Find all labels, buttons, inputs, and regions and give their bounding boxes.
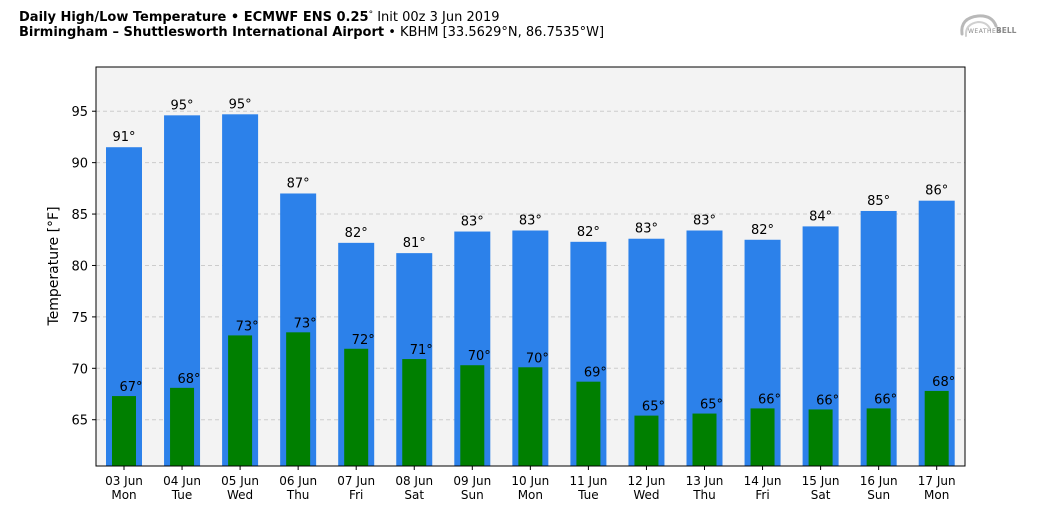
x-tick-label-date: 13 Jun bbox=[686, 474, 724, 488]
low-temp-bar bbox=[170, 387, 195, 466]
x-tick-label-weekday: Wed bbox=[227, 488, 253, 502]
y-tick-label: 85 bbox=[71, 208, 88, 223]
high-temp-label: 83° bbox=[693, 214, 716, 229]
low-temp-bar bbox=[692, 413, 717, 466]
low-temp-label: 66° bbox=[816, 393, 839, 408]
low-temp-label: 66° bbox=[758, 392, 781, 407]
x-tick-label-weekday: Mon bbox=[518, 488, 543, 502]
x-tick-label-date: 04 Jun bbox=[163, 474, 201, 488]
title-main: Daily High/Low Temperature • ECMWF ENS 0… bbox=[19, 10, 369, 25]
y-tick-label: 90 bbox=[71, 157, 88, 172]
x-tick-label-date: 03 Jun bbox=[105, 474, 143, 488]
low-temp-label: 68° bbox=[178, 372, 201, 387]
low-temp-label: 67° bbox=[119, 380, 142, 395]
x-tick-label-date: 14 Jun bbox=[744, 474, 782, 488]
chart-header: Daily High/Low Temperature • ECMWF ENS 0… bbox=[19, 8, 604, 40]
x-tick-label-date: 11 Jun bbox=[569, 474, 607, 488]
low-temp-bar bbox=[866, 408, 891, 466]
low-temp-label: 70° bbox=[526, 351, 549, 366]
x-tick-label-weekday: Tue bbox=[171, 488, 193, 502]
x-tick-label-weekday: Sat bbox=[404, 488, 424, 502]
low-temp-label: 73° bbox=[294, 316, 317, 331]
x-tick-label-weekday: Thu bbox=[286, 488, 310, 502]
x-tick-label-date: 10 Jun bbox=[511, 474, 549, 488]
low-temp-bar bbox=[576, 381, 601, 466]
chart-subtitle: Birmingham – Shuttlesworth International… bbox=[19, 25, 604, 40]
logo-text-right: BELL bbox=[996, 26, 1017, 35]
low-temp-bar bbox=[286, 332, 311, 466]
high-temp-label: 87° bbox=[287, 176, 310, 191]
high-temp-label: 82° bbox=[577, 225, 600, 240]
low-temp-label: 71° bbox=[410, 343, 433, 358]
low-temp-label: 70° bbox=[468, 349, 491, 364]
x-tick-label-date: 06 Jun bbox=[279, 474, 317, 488]
low-temp-bar bbox=[228, 335, 253, 466]
low-temp-label: 69° bbox=[584, 366, 607, 381]
weatherbell-logo: WEATHER BELL bbox=[956, 12, 1020, 46]
x-tick-label-weekday: Fri bbox=[755, 488, 769, 502]
high-temp-label: 86° bbox=[925, 184, 948, 199]
y-tick-label: 95 bbox=[71, 105, 88, 120]
high-temp-label: 81° bbox=[403, 236, 426, 251]
low-temp-bar bbox=[460, 365, 485, 466]
x-tick-label-date: 15 Jun bbox=[802, 474, 840, 488]
low-temp-bar bbox=[634, 415, 659, 466]
y-tick-label: 70 bbox=[71, 362, 88, 377]
y-tick-label: 80 bbox=[71, 259, 88, 274]
low-temp-bar bbox=[518, 367, 543, 466]
x-tick-label-date: 09 Jun bbox=[453, 474, 491, 488]
y-tick-label: 65 bbox=[71, 414, 88, 429]
logo-text-left: WEATHER bbox=[968, 28, 1001, 35]
bars-group bbox=[106, 114, 955, 467]
low-temp-bar bbox=[112, 396, 136, 466]
low-temp-bar bbox=[924, 390, 949, 466]
y-axis-label: Temperature [°F] bbox=[46, 206, 62, 326]
high-temp-label: 95° bbox=[171, 98, 194, 113]
x-tick-label-weekday: Thu bbox=[692, 488, 716, 502]
low-temp-bar bbox=[750, 408, 775, 466]
x-tick-label-weekday: Sun bbox=[461, 488, 484, 502]
low-temp-label: 68° bbox=[932, 375, 955, 390]
bar-labels-group: 91° 67° 95° 68° 95° 73° 87° 73° 82° 72° 81° 71° 83° 7… bbox=[112, 97, 955, 414]
high-temp-label: 82° bbox=[751, 223, 774, 238]
x-tick-label-date: 12 Jun bbox=[628, 474, 666, 488]
low-temp-bar bbox=[344, 348, 369, 466]
chart-title: Daily High/Low Temperature • ECMWF ENS 0… bbox=[19, 8, 604, 25]
x-tick-label-weekday: Mon bbox=[924, 488, 949, 502]
low-temp-label: 72° bbox=[352, 333, 375, 348]
high-temp-label: 84° bbox=[809, 209, 832, 224]
x-tick-label-date: 07 Jun bbox=[337, 474, 375, 488]
high-temp-label: 85° bbox=[867, 194, 890, 209]
x-tick-label-date: 05 Jun bbox=[221, 474, 259, 488]
title-init: Init 00z 3 Jun 2019 bbox=[373, 10, 500, 25]
low-temp-label: 73° bbox=[236, 319, 259, 334]
low-temp-bar bbox=[808, 409, 833, 466]
x-tick-label-date: 17 Jun bbox=[918, 474, 956, 488]
high-temp-label: 82° bbox=[345, 226, 368, 241]
y-axis: 65 70 75 80 85 90 95 bbox=[71, 105, 96, 429]
x-tick-label-weekday: Fri bbox=[349, 488, 363, 502]
y-tick-label: 75 bbox=[71, 311, 88, 326]
low-temp-label: 65° bbox=[700, 398, 723, 413]
x-tick-label-weekday: Sat bbox=[811, 488, 831, 502]
high-temp-label: 91° bbox=[112, 130, 135, 145]
high-temp-label: 83° bbox=[635, 222, 658, 237]
x-tick-label-weekday: Sun bbox=[867, 488, 890, 502]
high-temp-label: 95° bbox=[229, 97, 252, 112]
low-temp-bar bbox=[402, 359, 427, 466]
x-tick-label-date: 08 Jun bbox=[395, 474, 433, 488]
location-name: Birmingham – Shuttlesworth International… bbox=[19, 25, 385, 40]
x-tick-label-weekday: Wed bbox=[633, 488, 659, 502]
high-temp-label: 83° bbox=[519, 214, 542, 229]
location-detail: • KBHM [33.5629°N, 86.7535°W] bbox=[384, 25, 605, 40]
high-temp-label: 83° bbox=[461, 215, 484, 230]
x-tick-label-date: 16 Jun bbox=[860, 474, 898, 488]
low-temp-label: 65° bbox=[642, 400, 665, 415]
x-tick-label-weekday: Mon bbox=[111, 488, 136, 502]
low-temp-label: 66° bbox=[874, 392, 897, 407]
x-tick-label-weekday: Tue bbox=[577, 488, 599, 502]
title-degree: ° bbox=[368, 10, 374, 20]
